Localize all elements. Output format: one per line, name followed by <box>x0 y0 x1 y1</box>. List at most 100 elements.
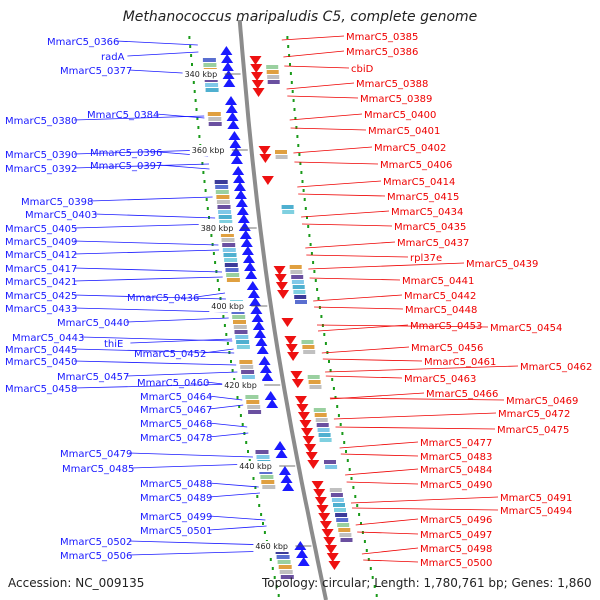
right-gene-label[interactable]: MmarC5_0435 <box>394 222 466 233</box>
gene-feature-box <box>232 315 246 319</box>
forward-gene-arrow <box>259 364 272 373</box>
left-gene-label[interactable]: MmarC5_0433 <box>5 304 77 315</box>
forward-gene-arrow <box>242 254 255 263</box>
right-gene-label[interactable]: MmarC5_0448 <box>405 305 477 316</box>
right-gene-label[interactable]: MmarC5_0434 <box>391 207 463 218</box>
right-gene-label[interactable]: MmarC5_0401 <box>368 126 440 137</box>
right-gene-label[interactable]: MmarC5_0484 <box>420 465 492 476</box>
gene-feature-box <box>226 273 240 277</box>
right-gene-label[interactable]: MmarC5_0415 <box>387 192 459 203</box>
left-gene-label[interactable]: MmarC5_0392 <box>5 164 77 175</box>
left-gene-label[interactable]: MmarC5_0417 <box>5 264 77 275</box>
right-gene-label[interactable]: MmarC5_0475 <box>497 425 569 436</box>
left-gene-label[interactable]: MmarC5_0485 <box>62 464 134 475</box>
right-gene-label[interactable]: MmarC5_0400 <box>364 110 436 121</box>
kbp-marker-label: 340 kbp <box>185 70 218 79</box>
left-gene-label[interactable]: MmarC5_0488 <box>140 479 212 490</box>
left-gene-label[interactable]: MmarC5_0489 <box>140 493 212 504</box>
left-gene-label[interactable]: MmarC5_0405 <box>5 224 77 235</box>
gene-feature-box <box>291 280 304 284</box>
left-gene-label[interactable]: MmarC5_0457 <box>57 372 129 383</box>
left-gene-label[interactable]: MmarC5_0443 <box>12 333 84 344</box>
right-gene-label[interactable]: MmarC5_0463 <box>404 374 476 385</box>
gene-feature-box <box>337 523 350 527</box>
right-gene-label[interactable]: MmarC5_0386 <box>346 47 418 58</box>
right-gene-label[interactable]: MmarC5_0402 <box>374 143 446 154</box>
left-gene-label[interactable]: MmarC5_0425 <box>5 291 77 302</box>
left-leader-line <box>156 113 205 119</box>
right-gene-label[interactable]: MmarC5_0441 <box>402 276 474 287</box>
forward-gene-arrow <box>230 155 243 164</box>
right-gene-label[interactable]: MmarC5_0462 <box>520 362 592 373</box>
right-gene-label[interactable]: MmarC5_0494 <box>500 506 572 517</box>
left-gene-label[interactable]: MmarC5_0440 <box>57 318 129 329</box>
left-gene-label[interactable]: MmarC5_0479 <box>60 449 132 460</box>
left-gene-label[interactable]: MmarC5_0467 <box>140 405 212 416</box>
left-gene-label[interactable]: MmarC5_0468 <box>140 419 212 430</box>
left-gene-label[interactable]: MmarC5_0421 <box>5 277 77 288</box>
left-gene-label[interactable]: MmarC5_0397 <box>90 161 162 172</box>
right-gene-label[interactable]: MmarC5_0406 <box>380 160 452 171</box>
left-gene-label[interactable]: MmarC5_0380 <box>5 116 77 127</box>
forward-gene-arrow <box>227 120 240 129</box>
left-gene-label[interactable]: MmarC5_0452 <box>134 349 206 360</box>
left-leader-line <box>209 515 266 521</box>
right-gene-label[interactable]: MmarC5_0466 <box>426 389 498 400</box>
right-leader-line <box>346 481 419 485</box>
right-gene-label[interactable]: MmarC5_0490 <box>420 480 492 491</box>
right-leader-line <box>298 193 386 197</box>
left-gene-label[interactable]: MmarC5_0445 <box>5 345 77 356</box>
left-gene-label[interactable]: MmarC5_0436 <box>127 293 199 304</box>
forward-gene-arrow <box>282 482 295 491</box>
right-gene-label[interactable]: MmarC5_0456 <box>411 343 483 354</box>
left-gene-label[interactable]: MmarC5_0390 <box>5 150 77 161</box>
left-gene-label[interactable]: MmarC5_0450 <box>5 357 77 368</box>
gene-feature-box <box>338 528 351 532</box>
right-gene-label[interactable]: MmarC5_0385 <box>346 32 418 43</box>
left-gene-label[interactable]: MmarC5_0398 <box>21 197 93 208</box>
left-gene-label[interactable]: MmarC5_0499 <box>140 512 212 523</box>
right-gene-label[interactable]: MmarC5_0497 <box>420 530 492 541</box>
right-gene-label[interactable]: MmarC5_0469 <box>506 396 578 407</box>
right-gene-label[interactable]: MmarC5_0496 <box>420 515 492 526</box>
right-gene-label[interactable]: MmarC5_0472 <box>498 409 570 420</box>
right-gene-label[interactable]: MmarC5_0442 <box>404 291 476 302</box>
left-gene-label[interactable]: MmarC5_0464 <box>140 392 212 403</box>
left-gene-label[interactable]: MmarC5_0506 <box>60 551 132 562</box>
forward-gene-arrow <box>254 329 267 338</box>
right-gene-label[interactable]: MmarC5_0483 <box>420 452 492 463</box>
gene-feature-box <box>234 330 248 334</box>
left-gene-label[interactable]: MmarC5_0396 <box>90 148 162 159</box>
gene-feature-box <box>208 122 222 126</box>
right-gene-label[interactable]: MmarC5_0461 <box>424 357 496 368</box>
right-gene-label[interactable]: MmarC5_0453 <box>410 321 482 332</box>
left-gene-label[interactable]: MmarC5_0409 <box>5 237 77 248</box>
left-gene-label[interactable]: MmarC5_0478 <box>140 433 212 444</box>
left-leader-line <box>129 452 253 458</box>
left-gene-label[interactable]: radA <box>101 52 125 63</box>
left-gene-label[interactable]: MmarC5_0502 <box>60 537 132 548</box>
gene-feature-box <box>247 405 261 409</box>
left-gene-label[interactable]: MmarC5_0384 <box>87 110 159 121</box>
left-gene-label[interactable]: MmarC5_0458 <box>5 384 77 395</box>
right-gene-label[interactable]: MmarC5_0437 <box>397 238 469 249</box>
right-gene-label[interactable]: MmarC5_0454 <box>490 323 562 334</box>
right-gene-label[interactable]: MmarC5_0414 <box>383 177 455 188</box>
right-gene-label[interactable]: MmarC5_0500 <box>420 558 492 569</box>
right-gene-label[interactable]: MmarC5_0388 <box>356 79 428 90</box>
left-gene-label[interactable]: MmarC5_0403 <box>25 210 97 221</box>
left-gene-label[interactable]: thiE <box>104 339 123 350</box>
right-gene-label[interactable]: MmarC5_0389 <box>360 94 432 105</box>
right-gene-label[interactable]: MmarC5_0491 <box>500 493 572 504</box>
left-gene-label[interactable]: MmarC5_0366 <box>47 37 119 48</box>
right-gene-label[interactable]: MmarC5_0498 <box>420 544 492 555</box>
left-gene-label[interactable]: MmarC5_0460 <box>137 378 209 389</box>
right-gene-label[interactable]: MmarC5_0477 <box>420 438 492 449</box>
right-gene-label[interactable]: rpl37e <box>410 253 442 264</box>
right-gene-label[interactable]: cbiD <box>351 64 374 75</box>
left-gene-label[interactable]: MmarC5_0501 <box>140 526 212 537</box>
right-gene-label[interactable]: MmarC5_0439 <box>466 259 538 270</box>
left-gene-label[interactable]: MmarC5_0412 <box>5 250 77 261</box>
left-leader-line <box>159 164 210 170</box>
left-gene-label[interactable]: MmarC5_0377 <box>60 66 132 77</box>
